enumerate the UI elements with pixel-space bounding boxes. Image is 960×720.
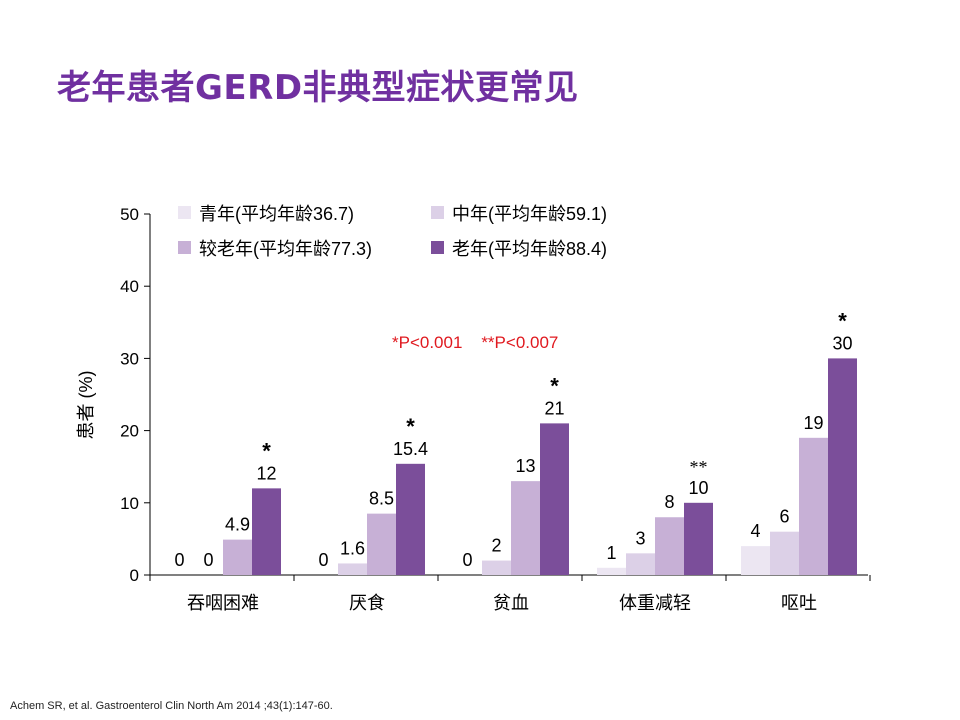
bar (626, 553, 655, 575)
y-axis-title: 患者 (%) (76, 371, 96, 440)
x-category-label: 体重减轻 (619, 593, 691, 613)
citation: Achem SR, et al. Gastroenterol Clin Nort… (10, 700, 333, 712)
bar (367, 513, 396, 575)
data-label: 6 (779, 507, 789, 527)
legend-label: 中年(平均年龄59.1) (452, 204, 607, 224)
data-label: 1.6 (340, 538, 365, 558)
y-tick-label: 10 (120, 494, 139, 513)
significance-mark: * (262, 438, 271, 463)
y-tick-label: 0 (130, 566, 139, 585)
y-tick-label: 20 (120, 422, 139, 441)
p-value-annotation: *P<0.001 **P<0.007 (392, 333, 558, 352)
data-label: 13 (515, 456, 535, 476)
data-label: 19 (803, 413, 823, 433)
x-category-label: 呕吐 (781, 593, 817, 613)
data-label: 0 (174, 550, 184, 570)
bar (655, 517, 684, 575)
significance-mark: * (550, 373, 559, 398)
data-label: 0 (203, 550, 213, 570)
bar (540, 423, 569, 575)
slide-title: 老年患者GERD非典型症状更常见 (57, 68, 579, 108)
data-label: 10 (688, 478, 708, 498)
bar (338, 563, 367, 575)
bar (223, 539, 252, 575)
y-tick-label: 50 (120, 205, 139, 224)
data-label: 21 (544, 398, 564, 418)
bar (770, 531, 799, 575)
data-label: 30 (832, 333, 852, 353)
data-label: 2 (491, 536, 501, 556)
x-category-label: 贫血 (493, 593, 529, 613)
legend-swatch (431, 206, 444, 219)
legend-swatch (178, 206, 191, 219)
bar (252, 488, 281, 575)
data-label: 8 (664, 492, 674, 512)
bar (597, 567, 626, 575)
data-label: 1 (606, 543, 616, 563)
data-label: 3 (635, 528, 645, 548)
bar (482, 560, 511, 575)
data-label: 4.9 (225, 515, 250, 535)
legend-swatch (431, 241, 444, 254)
significance-mark: * (838, 308, 847, 333)
bar (741, 546, 770, 575)
x-category-label: 吞咽困难 (187, 593, 259, 613)
data-label: 0 (318, 550, 328, 570)
bar (828, 358, 857, 575)
data-label: 12 (256, 463, 276, 483)
x-category-label: 厌食 (349, 593, 385, 613)
data-label: 0 (462, 550, 472, 570)
bar (684, 502, 713, 575)
bar (799, 437, 828, 575)
y-tick-label: 40 (120, 277, 139, 296)
bar (396, 463, 425, 575)
legend-label: 老年(平均年龄88.4) (452, 239, 607, 259)
y-tick-label: 30 (120, 349, 139, 368)
data-label: 4 (750, 521, 760, 541)
bar (511, 481, 540, 575)
legend-swatch (178, 241, 191, 254)
data-label: 8.5 (369, 489, 394, 509)
significance-mark: * (406, 414, 415, 439)
legend-label: 青年(平均年龄36.7) (199, 204, 354, 224)
significance-mark: ** (690, 457, 708, 477)
data-label: 15.4 (393, 439, 428, 459)
legend-label: 较老年(平均年龄77.3) (199, 239, 372, 259)
